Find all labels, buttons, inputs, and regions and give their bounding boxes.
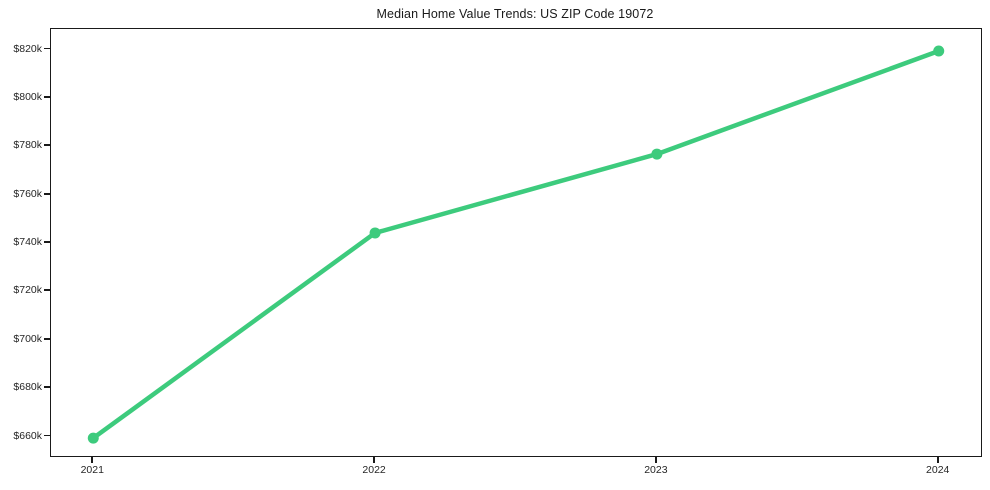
y-tick-mark	[44, 144, 50, 147]
y-tick-label: $680k	[13, 381, 42, 394]
x-tick-label: 2022	[362, 464, 386, 476]
y-tick-label: $800k	[13, 90, 42, 103]
line-series-svg	[87, 45, 945, 444]
x-tick-label: 2023	[644, 464, 668, 476]
y-tick-mark	[44, 192, 50, 195]
y-tick-label: $740k	[13, 236, 42, 249]
x-tick-label: 2024	[926, 464, 950, 476]
data-point-marker	[933, 45, 945, 57]
data-point-marker	[651, 148, 663, 160]
x-tick-label: 2021	[80, 464, 104, 476]
trend-line	[91, 48, 941, 441]
y-tick-label: $780k	[13, 139, 42, 152]
y-tick-mark	[44, 434, 50, 437]
y-tick-mark	[44, 47, 50, 50]
plot-area	[50, 28, 982, 457]
y-tick-label: $720k	[13, 284, 42, 297]
data-point-marker	[369, 227, 381, 239]
x-tick-mark	[91, 457, 94, 463]
y-tick-mark	[44, 289, 50, 292]
chart-title: Median Home Value Trends: US ZIP Code 19…	[376, 7, 654, 21]
y-tick-mark	[44, 386, 50, 389]
y-tick-label: $660k	[13, 429, 42, 442]
x-tick-mark	[373, 457, 375, 463]
y-tick-mark	[44, 95, 50, 98]
x-tick-mark	[654, 457, 657, 463]
y-tick-label: $700k	[13, 332, 42, 345]
data-point-marker	[87, 432, 99, 444]
y-tick-label: $760k	[13, 187, 42, 200]
x-tick-mark	[936, 457, 939, 463]
y-tick-label: $820k	[13, 42, 42, 55]
y-tick-mark	[44, 337, 50, 340]
y-tick-mark	[44, 241, 50, 243]
